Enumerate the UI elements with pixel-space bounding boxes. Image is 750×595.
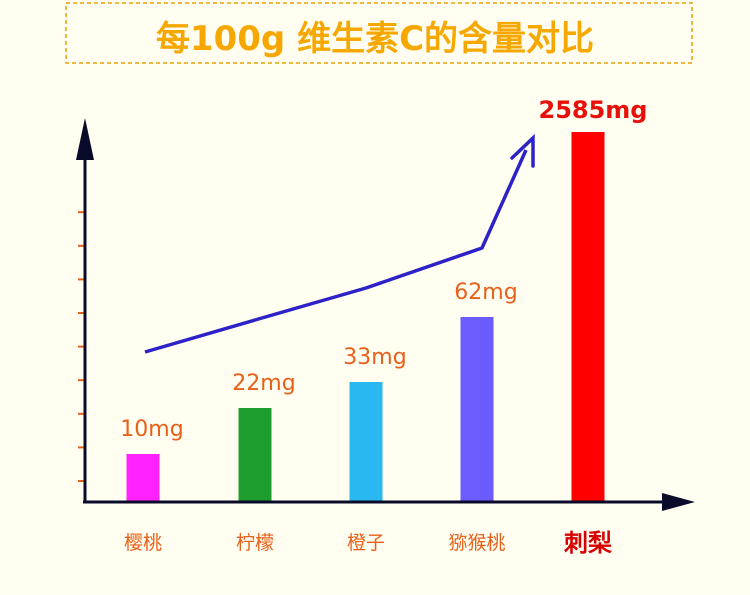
trend-arrowhead [510,133,535,168]
value-labels: 10mg 22mg 33mg 62mg 2585mg [120,96,647,442]
bars [126,132,605,502]
bar-3 [349,382,383,502]
category-label-1: 樱桃 [124,532,162,554]
category-label-5: 刺梨 [564,529,612,557]
y-axis-arrow [76,118,94,160]
value-label-4: 62mg [454,280,517,305]
value-label-5: 2585mg [539,96,648,124]
x-axis-arrow [662,493,695,511]
bar-4 [460,317,494,502]
bar-5 [571,132,605,502]
value-label-1: 10mg [120,417,183,442]
category-label-2: 柠檬 [236,532,274,554]
value-label-3: 33mg [343,345,406,370]
category-label-4: 猕猴桃 [448,532,505,554]
bar-1 [126,454,160,502]
chart-title: 每100g 维生素C的含量对比 [156,19,594,59]
category-labels: 樱桃 柠檬 橙子 猕猴桃 刺梨 [124,529,612,557]
trend-polyline [144,149,528,354]
bar-2 [238,408,272,502]
trend-line [144,133,535,354]
y-axis-ticks [78,211,85,482]
category-label-3: 橙子 [347,532,385,554]
value-label-2: 22mg [232,371,295,396]
